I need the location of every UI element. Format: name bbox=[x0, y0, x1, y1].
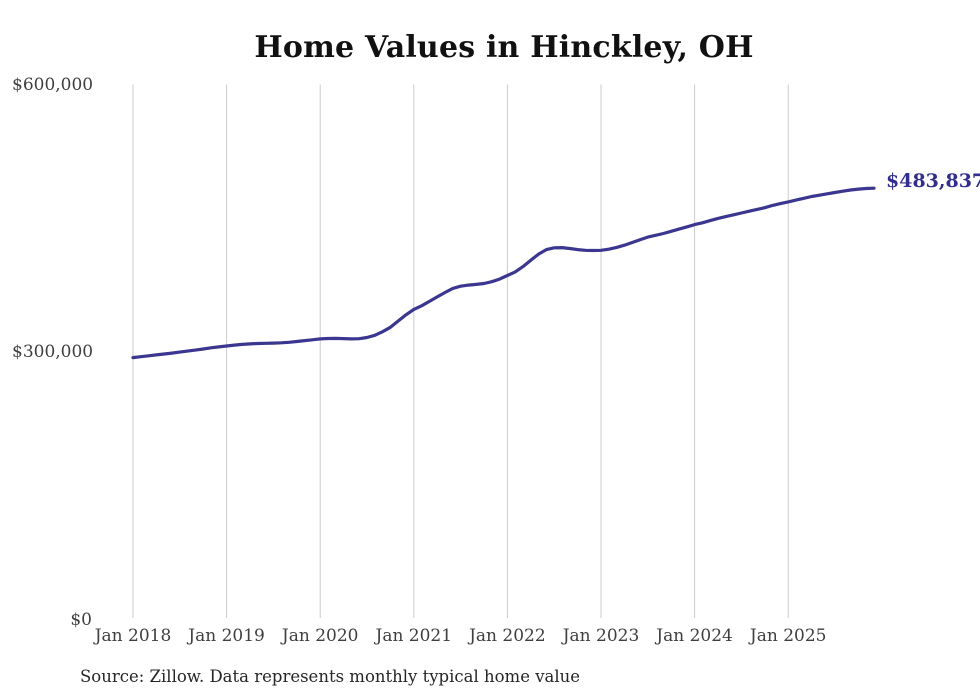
latest-value-label: $483,837 bbox=[886, 170, 980, 193]
y-tick-label: $600,000 bbox=[12, 74, 94, 95]
x-tick-label: Jan 2018 bbox=[94, 626, 172, 646]
source-note: Source: Zillow. Data represents monthly … bbox=[80, 667, 581, 686]
y-tick-label: $0 bbox=[70, 610, 92, 630]
x-tick-label: Jan 2020 bbox=[281, 626, 359, 646]
chart-title: Home Values in Hinckley, OH bbox=[254, 30, 754, 65]
gridline-group bbox=[132, 84, 789, 618]
home-value-line-series bbox=[131, 186, 876, 360]
x-tick-label: Jan 2023 bbox=[562, 626, 640, 646]
y-tick-label: $300,000 bbox=[12, 342, 94, 363]
x-tick-label: Jan 2024 bbox=[656, 626, 733, 646]
x-tick-label: Jan 2025 bbox=[749, 626, 827, 646]
x-tick-label: Jan 2021 bbox=[375, 626, 453, 646]
x-tick-label: Jan 2019 bbox=[188, 626, 265, 646]
x-tick-label: Jan 2022 bbox=[469, 626, 546, 646]
